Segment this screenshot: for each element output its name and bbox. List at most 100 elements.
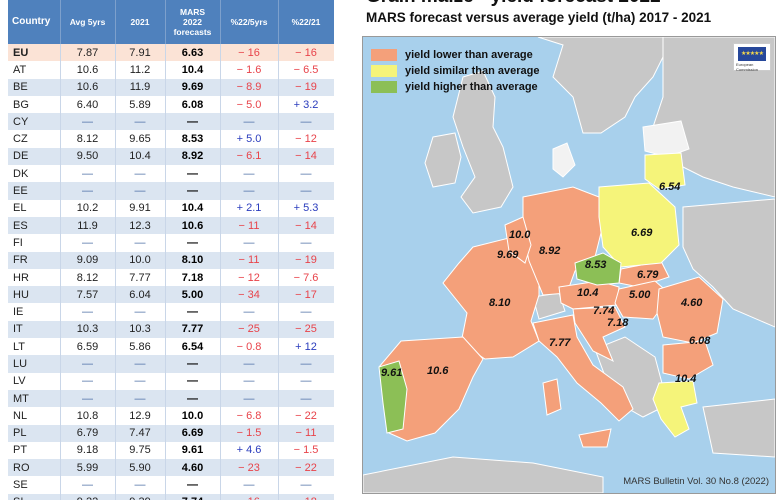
cell-text: − 19 [295,81,317,94]
cell-p5: − 16 [220,44,279,62]
cell-avg5: 9.09 [60,251,116,269]
cell-text: MT [13,392,29,405]
map-svg [363,37,775,493]
cell-text: 5.86 [129,340,151,353]
cell-text: 4.60 [181,461,204,474]
cell-text: — [300,306,312,319]
cell-text: 6.69 [181,427,204,440]
cell-text: − 23 [238,461,260,474]
cell-country: PT [8,441,61,460]
cell-country: AT [8,61,61,79]
cell-country: RO [8,459,61,477]
cell-country: EL [8,199,61,217]
cell-text: − 6.8 [236,409,262,422]
cell-text: 8.53 [181,133,204,146]
cell-p21: − 12 [278,130,334,148]
cell-text: AT [13,63,27,76]
cell-avg5: — [60,113,116,131]
cell-p21: − 22 [278,459,334,477]
cell-text: 6.79 [76,427,99,440]
cell-text: — [243,375,255,388]
table-row: SE — — — — — [8,476,334,494]
cell-text: 8.10 [181,254,204,267]
cell-f2022: 5.00 [165,286,221,304]
cell-text: − 14 [295,150,317,163]
cell-text: − 34 [238,288,260,301]
cell-text: − 22 [295,409,317,422]
cell-country: IE [8,303,61,321]
cell-text: − 12 [295,133,317,146]
cell-country: FI [8,234,61,252]
cell-country: FR [8,251,61,269]
cell-text: 6.40 [76,98,99,111]
cell-avg5: 7.87 [60,44,116,62]
cell-avg5: 10.6 [60,61,116,79]
table-row: CY — — — — — [8,113,334,131]
cell-f2022: 10.0 [165,407,221,425]
cell-text: 7.87 [76,46,99,59]
cell-text: — [187,115,198,128]
cell-text: + 4.6 [236,444,262,457]
cell-text: − 18 [295,496,317,500]
table-row: IT 10.3 10.3 7.77 − 25 − 25 [8,320,334,339]
cell-country: DE [8,147,61,166]
value-label-pl: 6.69 [631,227,653,239]
land-baltics-north [642,120,690,158]
value-label-cz: 8.53 [585,259,607,271]
cell-avg5: — [60,355,116,373]
table-body: EU 7.87 7.91 6.63 − 16 − 16 AT 10.6 11.2 10.4 − 1.… [8,44,334,500]
cell-p21: — [278,476,334,494]
cell-p21: − 11 [278,424,334,442]
cell-text: — [134,236,146,249]
cell-text: − 8.9 [236,81,262,94]
cell-avg5: 10.8 [60,407,116,425]
cell-text: HR [13,271,29,284]
cell-y2021: 5.89 [115,95,166,114]
value-label-it: 7.77 [549,337,571,349]
cell-text: — [134,306,146,319]
table-row: DK — — — — — [8,165,334,183]
cell-country: EU [8,44,61,62]
header-mars-line3: forecasts [173,27,212,37]
cell-text: 9.65 [129,133,151,146]
cell-country: LV [8,372,61,390]
cell-avg5: — [60,182,116,200]
land-belarus-ukraine [682,198,775,328]
cell-text: BG [13,98,29,111]
cell-text: − 11 [238,254,260,267]
cell-text: — [187,167,198,180]
cell-p5: — [220,389,279,408]
cell-avg5: 8.12 [60,130,116,148]
cell-p5: − 25 [220,320,279,339]
cell-country: EE [8,182,61,200]
legend-label-similar: yield similar than average [405,65,540,77]
cell-p21: − 17 [278,286,334,304]
cell-f2022: — [165,113,221,131]
cell-p21: − 7.6 [278,268,334,287]
header-pct22-21: %22/21 [278,0,334,44]
cell-p21: − 18 [278,493,334,500]
cell-text: 9.09 [76,254,99,267]
cell-p21: — [278,165,334,183]
value-label-ro: 4.60 [681,297,703,309]
land-portugal [378,360,408,434]
cell-f2022: 6.69 [165,424,221,442]
cell-y2021: 9.75 [115,441,166,460]
cell-text: — [187,357,198,370]
cell-text: DK [13,167,29,180]
cell-text: 10.8 [76,409,99,422]
cell-y2021: 9.65 [115,130,166,148]
cell-y2021: 10.0 [115,251,166,269]
header-mars-2022: MARS 2022 forecasts [165,0,221,44]
cell-text: — [243,236,255,249]
cell-f2022: 10.6 [165,216,221,235]
header-pct22-5yrs: %22/5yrs [220,0,279,44]
cell-avg5: — [60,372,116,390]
cell-text: 8.12 [76,133,99,146]
cell-p21: — [278,389,334,408]
cell-text: — [187,392,198,405]
cell-y2021: — [115,389,166,408]
table-row: MT — — — — — [8,389,334,408]
legend-item-similar: yield similar than average [371,63,540,79]
land-uk [452,70,514,214]
